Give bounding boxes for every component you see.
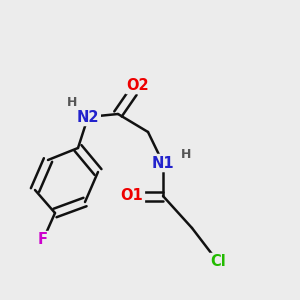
Text: H: H [181, 148, 191, 161]
Text: O2: O2 [127, 77, 149, 92]
Text: F: F [38, 232, 48, 247]
Text: O1: O1 [121, 188, 143, 203]
Text: H: H [67, 95, 77, 109]
Text: N1: N1 [152, 155, 174, 170]
Text: N2: N2 [77, 110, 99, 124]
Text: Cl: Cl [210, 254, 226, 269]
